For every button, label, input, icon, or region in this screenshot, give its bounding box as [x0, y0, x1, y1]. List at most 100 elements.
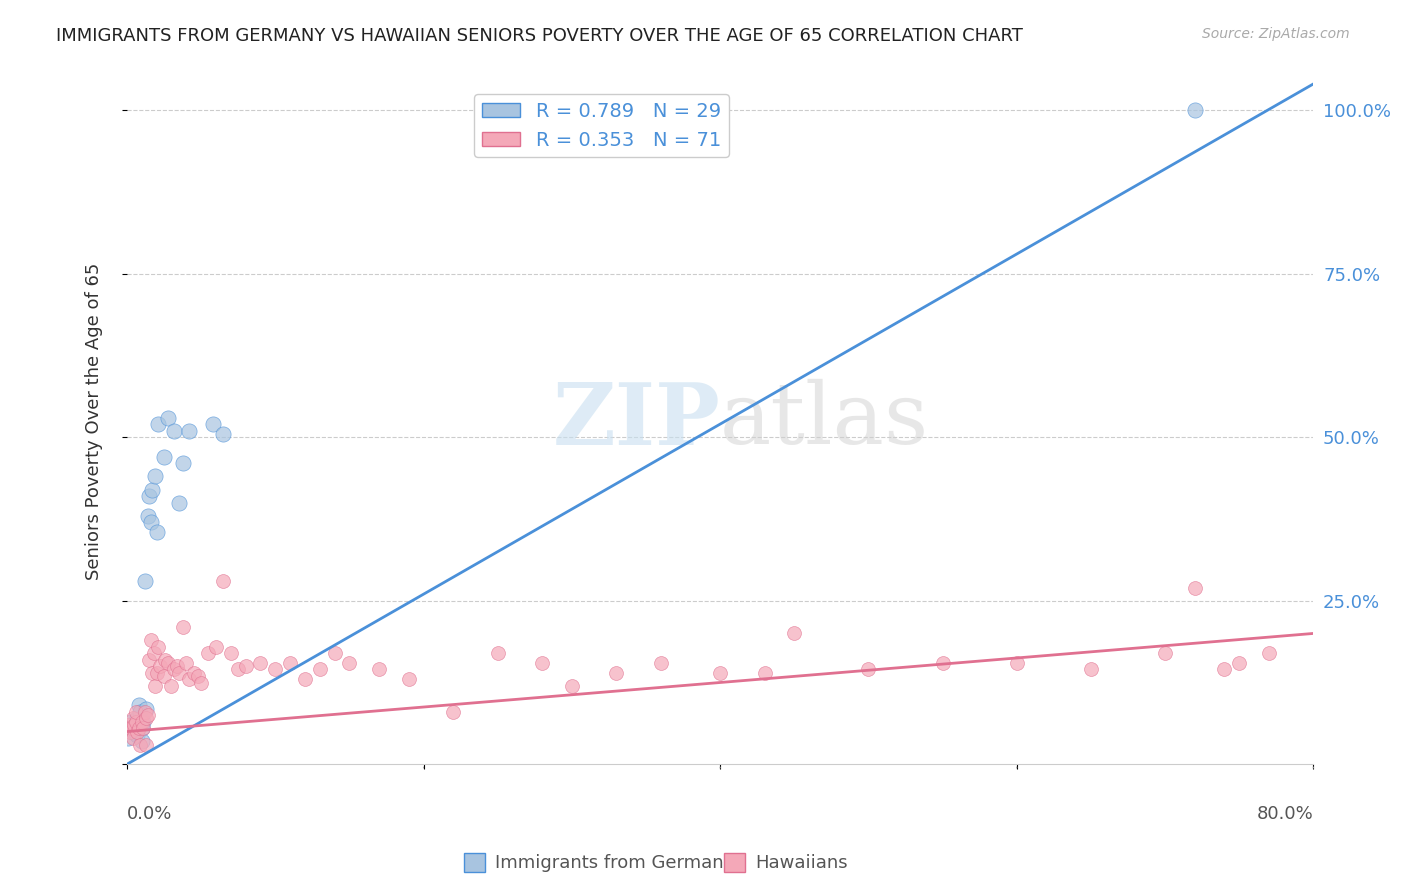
- Point: [141, 665, 163, 680]
- Point: [136, 708, 159, 723]
- Point: [120, 714, 142, 729]
- Point: [153, 450, 176, 464]
- Legend: R = 0.789   N = 29, R = 0.353   N = 71: R = 0.789 N = 29, R = 0.353 N = 71: [474, 94, 730, 157]
- Point: [117, 731, 139, 745]
- Point: [605, 665, 627, 680]
- Point: [128, 721, 150, 735]
- Point: [135, 711, 157, 725]
- Point: [148, 659, 170, 673]
- Point: [1213, 662, 1236, 676]
- Point: [294, 672, 316, 686]
- Point: [858, 662, 880, 676]
- Point: [129, 738, 152, 752]
- Point: [1257, 646, 1279, 660]
- Point: [167, 495, 190, 509]
- Point: [201, 417, 224, 431]
- Point: [124, 724, 146, 739]
- Point: [179, 424, 201, 438]
- Point: [160, 679, 183, 693]
- Point: [167, 665, 190, 680]
- Point: [157, 410, 180, 425]
- Point: [931, 656, 953, 670]
- Point: [197, 646, 219, 660]
- Point: [531, 656, 554, 670]
- Point: [141, 483, 163, 497]
- Point: [128, 698, 150, 713]
- Point: [120, 721, 142, 735]
- Point: [155, 652, 177, 666]
- Point: [337, 656, 360, 670]
- Point: [441, 705, 464, 719]
- Point: [398, 672, 420, 686]
- Point: [121, 731, 143, 745]
- Point: [124, 718, 146, 732]
- Point: [129, 705, 152, 719]
- Point: [134, 574, 156, 588]
- Point: [278, 656, 301, 670]
- Point: [142, 646, 165, 660]
- Text: Hawaiians: Hawaiians: [755, 854, 848, 871]
- Point: [146, 417, 169, 431]
- Point: [174, 656, 197, 670]
- Point: [132, 714, 155, 729]
- Point: [212, 574, 235, 588]
- Point: [153, 669, 176, 683]
- Point: [235, 659, 257, 673]
- Point: [131, 734, 153, 748]
- Point: [205, 640, 228, 654]
- Point: [138, 489, 160, 503]
- Point: [143, 679, 166, 693]
- Point: [163, 662, 186, 676]
- Point: [132, 721, 155, 735]
- Text: Immigrants from Germany: Immigrants from Germany: [495, 854, 734, 871]
- Point: [226, 662, 249, 676]
- Y-axis label: Seniors Poverty Over the Age of 65: Seniors Poverty Over the Age of 65: [86, 262, 103, 580]
- Text: Source: ZipAtlas.com: Source: ZipAtlas.com: [1202, 27, 1350, 41]
- Point: [157, 656, 180, 670]
- Point: [1184, 103, 1206, 117]
- Point: [135, 701, 157, 715]
- Point: [117, 718, 139, 732]
- Point: [1227, 656, 1250, 670]
- Point: [139, 515, 162, 529]
- Point: [125, 705, 148, 719]
- Point: [125, 721, 148, 735]
- Point: [212, 426, 235, 441]
- Point: [166, 659, 188, 673]
- Point: [783, 626, 806, 640]
- Point: [1080, 662, 1102, 676]
- Point: [138, 652, 160, 666]
- Point: [131, 721, 153, 735]
- Point: [219, 646, 242, 660]
- Point: [172, 620, 194, 634]
- Point: [127, 724, 149, 739]
- Point: [187, 669, 209, 683]
- Point: [179, 672, 201, 686]
- Point: [118, 724, 141, 739]
- Point: [709, 665, 731, 680]
- Point: [131, 714, 153, 729]
- Point: [264, 662, 287, 676]
- Point: [145, 665, 167, 680]
- Point: [1005, 656, 1028, 670]
- Point: [561, 679, 583, 693]
- Point: [1154, 646, 1177, 660]
- Text: atlas: atlas: [720, 379, 929, 462]
- Point: [190, 675, 212, 690]
- Text: IMMIGRANTS FROM GERMANY VS HAWAIIAN SENIORS POVERTY OVER THE AGE OF 65 CORRELATI: IMMIGRANTS FROM GERMANY VS HAWAIIAN SENI…: [56, 27, 1024, 45]
- Point: [172, 456, 194, 470]
- Point: [146, 640, 169, 654]
- Point: [127, 711, 149, 725]
- Point: [135, 738, 157, 752]
- Point: [125, 714, 148, 729]
- Point: [163, 424, 186, 438]
- Point: [368, 662, 391, 676]
- Point: [121, 711, 143, 725]
- Point: [134, 705, 156, 719]
- Point: [249, 656, 271, 670]
- Point: [650, 656, 672, 670]
- Point: [183, 665, 205, 680]
- Point: [127, 728, 149, 742]
- Point: [145, 524, 167, 539]
- Point: [139, 632, 162, 647]
